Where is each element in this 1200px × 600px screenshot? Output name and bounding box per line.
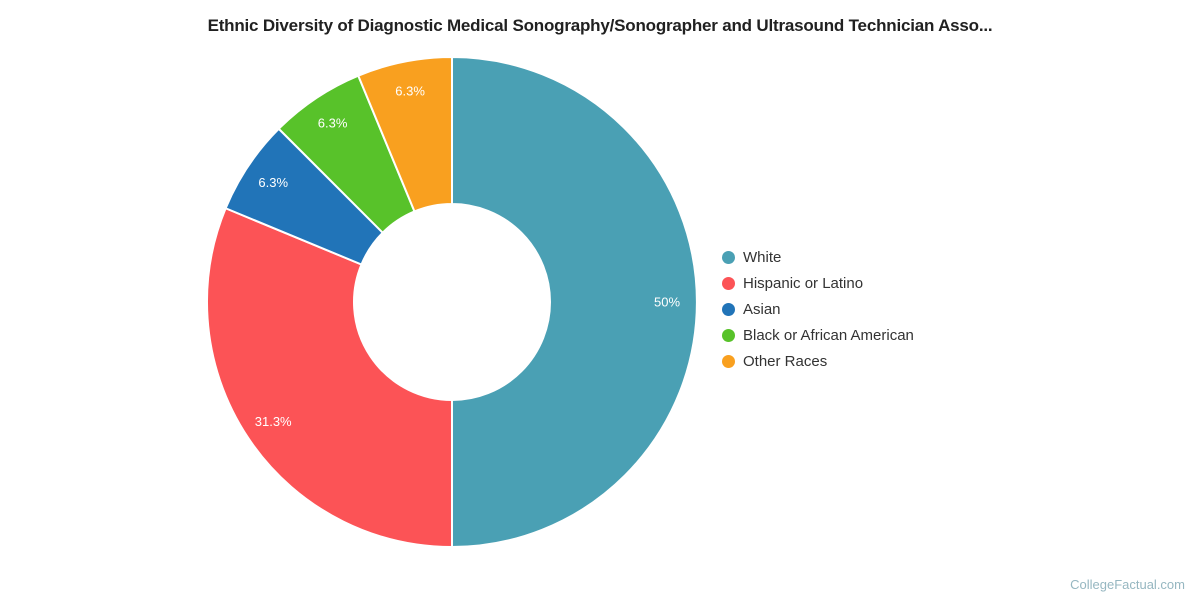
- pie-slice-white[interactable]: [451, 56, 698, 548]
- legend-marker-icon: [722, 276, 735, 290]
- legend-item-white[interactable]: White: [722, 244, 914, 270]
- donut-slices: [206, 56, 698, 548]
- legend-label: Hispanic or Latino: [743, 274, 864, 292]
- chart-title: Ethnic Diversity of Diagnostic Medical S…: [207, 16, 993, 35]
- legend-marker-icon: [722, 354, 735, 368]
- slice-label: 6.3%: [318, 116, 348, 131]
- legend-label: Other Races: [743, 352, 828, 370]
- legend-item-black-or-african-american[interactable]: Black or African American: [722, 322, 914, 348]
- slice-label: 6.3%: [258, 175, 288, 190]
- slice-label: 31.3%: [255, 414, 292, 429]
- chart-legend: White Hispanic or Latino Asian Black or Afr…: [722, 244, 914, 374]
- legend-marker-icon: [722, 328, 735, 342]
- pie-slice-other-races[interactable]: [357, 56, 453, 213]
- legend-label: White: [743, 248, 782, 266]
- donut-slice-labels: 50% 31.3% 6.3% 6.3% 6.3%: [255, 84, 681, 429]
- legend-item-hispanic-or-latino[interactable]: Hispanic or Latino: [722, 270, 914, 296]
- legend-item-asian[interactable]: Asian: [722, 296, 914, 322]
- legend-item-other-races[interactable]: Other Races: [722, 348, 914, 374]
- slice-label: 6.3%: [395, 84, 425, 99]
- legend-label: Asian: [743, 300, 781, 318]
- watermark-credits[interactable]: CollegeFactual.com: [1070, 577, 1185, 592]
- slice-label: 50%: [654, 295, 680, 310]
- legend-marker-icon: [722, 250, 735, 264]
- legend-label: Black or African American: [743, 326, 914, 344]
- legend-marker-icon: [722, 302, 735, 316]
- pie-slice-hispanic-or-latino[interactable]: [206, 207, 453, 548]
